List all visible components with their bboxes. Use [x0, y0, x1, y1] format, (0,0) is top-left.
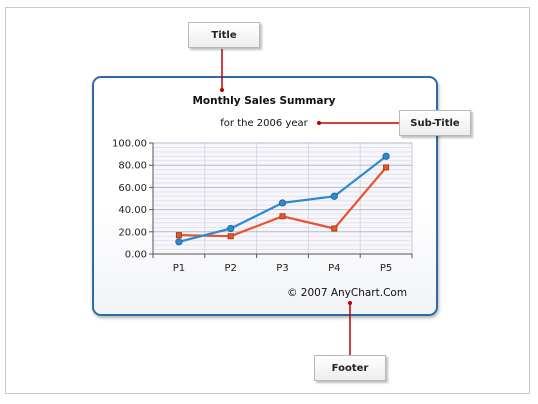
data-point — [330, 192, 338, 200]
chart-subtitle: for the 2006 year — [220, 118, 308, 129]
data-point — [279, 213, 286, 220]
data-point — [278, 199, 287, 207]
data-point — [382, 152, 390, 160]
y-tick-label: 80.00 — [118, 161, 147, 172]
data-point — [175, 238, 183, 246]
footer-callout: Footer — [314, 355, 386, 381]
y-tick-label: 40.00 — [118, 205, 147, 216]
title-callout: Title — [188, 22, 260, 48]
x-tick-label: P1 — [173, 263, 185, 274]
data-point — [227, 233, 234, 240]
x-tick-label: P5 — [380, 263, 392, 274]
subtitle-leader-dot — [317, 121, 321, 125]
data-point — [175, 232, 182, 239]
data-point — [331, 225, 338, 232]
y-tick-label: 100.00 — [112, 139, 147, 150]
title-leader-dot — [220, 88, 224, 92]
footer-leader-dot — [348, 301, 352, 305]
data-point — [383, 164, 390, 171]
y-tick-label: 0.00 — [125, 250, 147, 261]
x-tick-label: P2 — [224, 263, 236, 274]
y-tick-label: 60.00 — [118, 183, 147, 194]
chart-title: Monthly Sales Summary — [192, 95, 335, 107]
callout-leaders — [220, 49, 399, 355]
x-tick-label: P3 — [276, 263, 288, 274]
y-tick-label: 20.00 — [118, 227, 147, 238]
chart-footer: © 2007 AnyChart.Com — [287, 287, 407, 299]
plot-area: 0.00 20.00 40.00 60.00 80.00 100.00 P1 P2 P3 P4 P5 — [112, 139, 413, 274]
subtitle-callout: Sub-Title — [399, 110, 471, 136]
data-point — [227, 224, 235, 233]
x-tick-label: P4 — [328, 263, 340, 274]
